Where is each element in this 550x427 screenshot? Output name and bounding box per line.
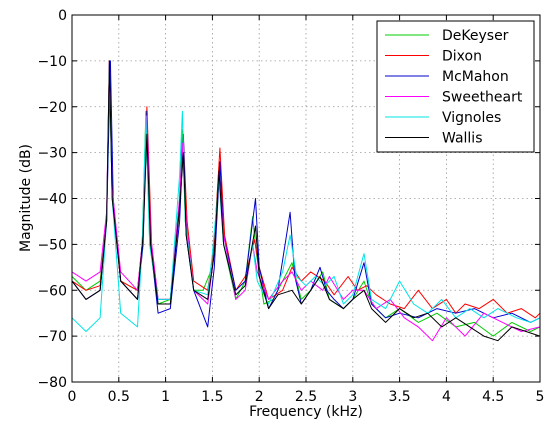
series-group <box>72 60 540 342</box>
legend-box <box>376 20 535 153</box>
tick-labels: 0 0.5 1 1.5 2 2.5 3 3.5 4 4.5 5 0 −10 −20 −30 −40 −50 −60… <box>37 8 544 405</box>
legend-label-sweetheart: Sweetheart <box>442 90 523 106</box>
y-tick-label: −60 <box>37 283 67 299</box>
x-tick-label: 4 <box>442 389 451 405</box>
y-tick-label: −20 <box>37 100 67 116</box>
y-tick-label: −30 <box>37 146 67 162</box>
y-axis-label: Magnitude (dB) <box>18 144 34 252</box>
legend-label-dixon: Dixon <box>442 49 482 65</box>
legend: DeKeyser Dixon McMahon Sweetheart Vignoles Wa… <box>376 20 535 153</box>
x-tick-label: 1 <box>161 389 170 405</box>
x-tick-label: 3 <box>348 389 357 405</box>
y-tick-label: −40 <box>37 192 67 208</box>
series-line-wallis <box>72 60 540 342</box>
y-tick-label: −80 <box>37 375 67 391</box>
ticks <box>71 14 541 383</box>
x-tick-label: 5 <box>536 389 545 405</box>
x-tick-label: 2 <box>255 389 264 405</box>
y-tick-label: −50 <box>37 237 67 253</box>
x-tick-label: 1.5 <box>201 389 223 405</box>
legend-label-vignoles: Vignoles <box>442 110 501 126</box>
x-tick-label: 4.5 <box>482 389 504 405</box>
y-tick-label: −70 <box>37 329 67 345</box>
x-tick-label: 0 <box>68 389 77 405</box>
x-tick-label: 0.5 <box>108 389 130 405</box>
y-tick-label: 0 <box>58 8 67 24</box>
x-tick-label: 2.5 <box>295 389 317 405</box>
y-tick-label: −10 <box>37 54 67 70</box>
legend-label-dekeyser: DeKeyser <box>442 28 509 44</box>
x-axis-label: Frequency (kHz) <box>249 404 363 420</box>
legend-label-wallis: Wallis <box>442 131 483 147</box>
x-tick-label: 3.5 <box>388 389 410 405</box>
legend-label-mcmahon: McMahon <box>442 69 509 85</box>
